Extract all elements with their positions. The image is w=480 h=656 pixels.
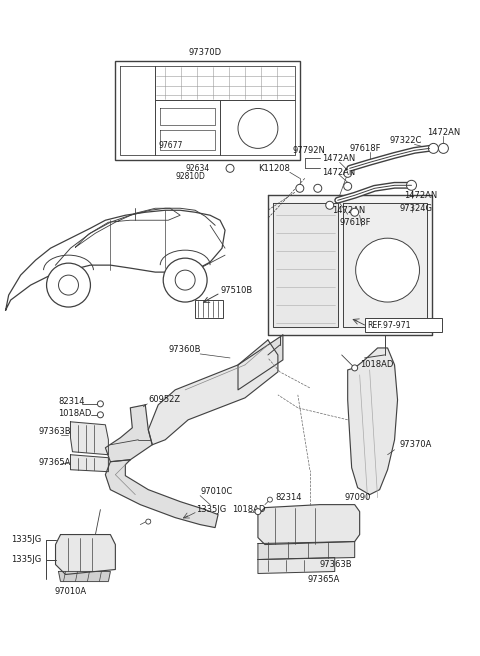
Circle shape (344, 169, 352, 177)
Circle shape (255, 508, 261, 514)
Circle shape (356, 238, 420, 302)
Circle shape (163, 258, 207, 302)
Text: 1472AN: 1472AN (332, 206, 365, 215)
Circle shape (97, 412, 103, 418)
Polygon shape (59, 571, 110, 581)
Text: 97365A: 97365A (308, 575, 340, 584)
Circle shape (407, 180, 417, 190)
Polygon shape (71, 422, 108, 455)
Text: 97010A: 97010A (54, 587, 86, 596)
Bar (365, 318, 443, 332)
Text: 97365A: 97365A (38, 458, 71, 467)
Polygon shape (155, 100, 220, 155)
Bar (195, 300, 223, 318)
Text: 1472AN: 1472AN (428, 128, 461, 137)
Circle shape (175, 270, 195, 290)
Polygon shape (343, 203, 428, 327)
Text: 82314: 82314 (59, 398, 85, 406)
Text: 1018AD: 1018AD (360, 360, 393, 369)
Text: K11208: K11208 (258, 164, 290, 173)
Circle shape (429, 144, 438, 154)
Circle shape (344, 182, 352, 190)
Text: 1335JG: 1335JG (11, 555, 41, 564)
Polygon shape (273, 203, 338, 327)
Polygon shape (258, 504, 360, 544)
Text: 1018AD: 1018AD (59, 409, 92, 419)
Circle shape (146, 519, 151, 524)
Text: 92810D: 92810D (175, 172, 205, 181)
Text: 92634: 92634 (185, 164, 209, 173)
Text: 97792N: 97792N (293, 146, 326, 155)
Text: 60952Z: 60952Z (148, 396, 180, 404)
Polygon shape (258, 542, 355, 560)
Polygon shape (238, 335, 283, 390)
Circle shape (47, 263, 90, 307)
Text: 97324G: 97324G (399, 204, 432, 213)
Polygon shape (106, 405, 152, 462)
Polygon shape (56, 535, 115, 575)
Text: 82314: 82314 (275, 493, 301, 502)
Circle shape (352, 365, 358, 371)
Polygon shape (268, 195, 432, 335)
Circle shape (296, 184, 304, 192)
Circle shape (226, 165, 234, 173)
Polygon shape (148, 340, 278, 445)
Text: 97677: 97677 (158, 141, 182, 150)
Polygon shape (71, 455, 108, 472)
Text: 97010C: 97010C (200, 487, 232, 496)
Text: 1472AN: 1472AN (322, 168, 355, 177)
Text: 1472AN: 1472AN (405, 191, 438, 200)
Text: 97090: 97090 (345, 493, 371, 502)
Text: 1335JG: 1335JG (11, 535, 41, 544)
Circle shape (59, 275, 78, 295)
Text: REF.97-971: REF.97-971 (368, 321, 411, 329)
Text: 97370D: 97370D (189, 48, 222, 57)
Polygon shape (258, 558, 335, 573)
Text: 97363B: 97363B (38, 427, 71, 436)
Text: 97510B: 97510B (220, 285, 252, 295)
Text: 1472AN: 1472AN (322, 154, 355, 163)
Circle shape (326, 201, 334, 209)
Text: 97360B: 97360B (168, 346, 201, 354)
Circle shape (97, 401, 103, 407)
Polygon shape (120, 66, 155, 155)
Text: 1335JG: 1335JG (196, 505, 227, 514)
Circle shape (351, 208, 359, 216)
Text: 97370A: 97370A (399, 440, 432, 449)
Circle shape (438, 144, 448, 154)
Polygon shape (106, 460, 218, 527)
Polygon shape (160, 108, 215, 125)
Circle shape (267, 497, 273, 502)
Polygon shape (160, 131, 215, 150)
Text: 97618F: 97618F (340, 218, 371, 227)
Bar (115, 60, 300, 160)
Text: 97363B: 97363B (320, 560, 352, 569)
Polygon shape (348, 348, 397, 495)
Circle shape (314, 184, 322, 192)
Text: 1018AD: 1018AD (232, 505, 265, 514)
Polygon shape (220, 100, 295, 155)
Polygon shape (155, 66, 295, 100)
Text: 97322C: 97322C (390, 136, 422, 145)
Text: 97618F: 97618F (350, 144, 381, 153)
Circle shape (238, 108, 278, 148)
